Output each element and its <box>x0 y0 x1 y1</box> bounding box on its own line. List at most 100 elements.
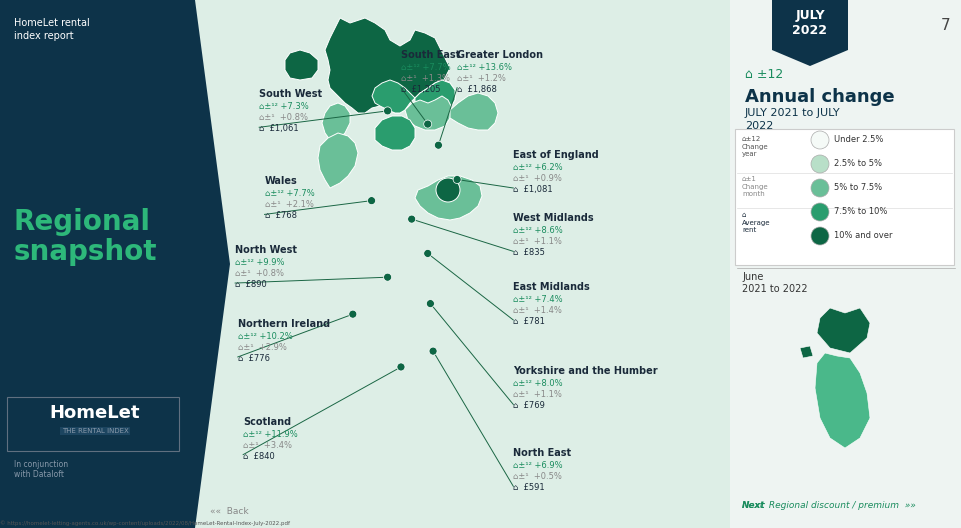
Text: Greater London: Greater London <box>456 50 543 60</box>
Text: In conjunction
with Dataloft: In conjunction with Dataloft <box>14 460 68 479</box>
Text: East of England: East of England <box>513 150 599 160</box>
Circle shape <box>423 120 431 128</box>
Text: JULY 2021 to JULY: JULY 2021 to JULY <box>744 108 840 118</box>
Text: South East: South East <box>401 50 459 60</box>
Text: June
2021 to 2022: June 2021 to 2022 <box>741 272 807 295</box>
Text: ⌂±¹² +7.3%: ⌂±¹² +7.3% <box>259 102 308 111</box>
Text: Wales: Wales <box>264 176 297 186</box>
Text: ⌂  £835: ⌂ £835 <box>513 248 545 257</box>
Text: 2.5% to 5%: 2.5% to 5% <box>833 159 881 168</box>
Polygon shape <box>322 103 350 140</box>
Text: ⌂  £1,868: ⌂ £1,868 <box>456 84 497 93</box>
Text: HomeLet rental
index report: HomeLet rental index report <box>14 18 89 41</box>
Text: ⌂±¹² +10.2%: ⌂±¹² +10.2% <box>237 332 292 341</box>
Text: ⌂±¹² +6.9%: ⌂±¹² +6.9% <box>513 461 562 470</box>
Text: ⌂±¹  +1.3%: ⌂±¹ +1.3% <box>401 74 450 83</box>
Text: ⌂  £1,061: ⌂ £1,061 <box>259 124 299 133</box>
Text: Next  Regional discount / premium  »»: Next Regional discount / premium »» <box>741 501 915 510</box>
Text: Regional
snapshot: Regional snapshot <box>14 208 158 266</box>
Text: Annual change: Annual change <box>744 88 894 106</box>
FancyBboxPatch shape <box>7 397 179 451</box>
Text: ⌂±¹² +7.7%: ⌂±¹² +7.7% <box>264 190 314 199</box>
Text: ⌂±¹² +8.6%: ⌂±¹² +8.6% <box>513 227 562 235</box>
Text: ⌂±¹² +7.4%: ⌂±¹² +7.4% <box>513 295 562 304</box>
Text: 7: 7 <box>940 18 949 33</box>
Circle shape <box>349 310 357 318</box>
Circle shape <box>426 299 434 308</box>
Polygon shape <box>0 0 230 528</box>
Polygon shape <box>372 80 414 113</box>
Text: Next: Next <box>741 501 765 510</box>
Text: South West: South West <box>259 89 322 99</box>
Text: ⌂±¹² +9.9%: ⌂±¹² +9.9% <box>234 258 284 267</box>
Text: ⌂  £591: ⌂ £591 <box>513 483 544 492</box>
Text: ⌂±¹  +0.8%: ⌂±¹ +0.8% <box>259 114 308 122</box>
Circle shape <box>453 175 460 184</box>
Polygon shape <box>816 308 869 353</box>
Text: JULY
2022: JULY 2022 <box>792 9 826 37</box>
Text: West Midlands: West Midlands <box>513 213 593 223</box>
Text: ⌂±12
Change
year: ⌂±12 Change year <box>741 136 768 157</box>
Text: East Midlands: East Midlands <box>513 282 589 292</box>
Circle shape <box>423 249 431 258</box>
Polygon shape <box>800 346 812 358</box>
Text: ⌂
Average
rent: ⌂ Average rent <box>741 212 770 233</box>
Text: ⌂  £776: ⌂ £776 <box>237 354 269 363</box>
Text: THE RENTAL INDEX: THE RENTAL INDEX <box>62 428 128 434</box>
Circle shape <box>810 131 828 149</box>
Circle shape <box>435 178 459 202</box>
Circle shape <box>397 363 405 371</box>
Polygon shape <box>729 0 961 528</box>
Text: ⌂ ±12: ⌂ ±12 <box>744 68 782 81</box>
Text: ⌂±¹  +1.1%: ⌂±¹ +1.1% <box>513 238 561 247</box>
Polygon shape <box>414 80 455 128</box>
Text: © https://homelet-letting-agents.co.uk/wp-content/uploads/2022/08/HomeLet-Rental: © https://homelet-letting-agents.co.uk/w… <box>0 521 289 526</box>
Text: ⌂±¹  +1.1%: ⌂±¹ +1.1% <box>513 391 561 400</box>
Text: ⌂±¹  +0.5%: ⌂±¹ +0.5% <box>513 473 561 482</box>
Polygon shape <box>325 18 450 113</box>
Circle shape <box>407 215 415 223</box>
Text: ⌂±¹² +6.2%: ⌂±¹² +6.2% <box>513 163 562 172</box>
Text: North East: North East <box>513 448 571 458</box>
Text: ⌂±¹  +3.4%: ⌂±¹ +3.4% <box>243 441 292 450</box>
Text: ⌂±1
Change
month: ⌂±1 Change month <box>741 176 768 197</box>
Text: ⌂±¹  +1.2%: ⌂±¹ +1.2% <box>456 74 505 83</box>
Text: ⌂±¹  +0.9%: ⌂±¹ +0.9% <box>513 174 561 183</box>
Circle shape <box>434 141 442 149</box>
Text: 5% to 7.5%: 5% to 7.5% <box>833 184 881 193</box>
Text: North West: North West <box>234 245 297 255</box>
Text: ⌂  £1,205: ⌂ £1,205 <box>401 84 440 93</box>
Text: ⌂  £1,081: ⌂ £1,081 <box>513 185 553 194</box>
Polygon shape <box>284 50 318 80</box>
Polygon shape <box>375 116 414 150</box>
Text: ⌂±¹  +2.9%: ⌂±¹ +2.9% <box>237 343 286 352</box>
FancyBboxPatch shape <box>734 129 953 265</box>
Circle shape <box>810 179 828 197</box>
Text: ⌂  £890: ⌂ £890 <box>234 280 266 289</box>
Text: Yorkshire and the Humber: Yorkshire and the Humber <box>513 366 657 376</box>
Polygon shape <box>814 353 869 448</box>
Text: ⌂±¹² +8.0%: ⌂±¹² +8.0% <box>513 380 562 389</box>
Text: Under 2.5%: Under 2.5% <box>833 136 882 145</box>
Circle shape <box>367 196 375 205</box>
Polygon shape <box>318 133 357 188</box>
Text: ⌂±¹² +7.7%: ⌂±¹² +7.7% <box>401 63 451 72</box>
Text: ⌂±¹  +2.1%: ⌂±¹ +2.1% <box>264 201 313 210</box>
Circle shape <box>810 227 828 245</box>
Text: 2022: 2022 <box>744 121 773 131</box>
Text: HomeLet: HomeLet <box>50 404 140 422</box>
Circle shape <box>383 273 391 281</box>
Text: 10% and over: 10% and over <box>833 231 892 240</box>
Circle shape <box>810 203 828 221</box>
Text: ⌂±¹² +13.6%: ⌂±¹² +13.6% <box>456 63 511 72</box>
Polygon shape <box>405 96 452 130</box>
Polygon shape <box>414 176 481 220</box>
Polygon shape <box>771 0 847 66</box>
Text: ««  Back: «« Back <box>209 507 248 516</box>
Text: ⌂±¹  +1.4%: ⌂±¹ +1.4% <box>513 306 561 315</box>
Text: ⌂  £768: ⌂ £768 <box>264 211 296 220</box>
Polygon shape <box>450 93 498 130</box>
Circle shape <box>383 107 391 115</box>
Text: ⌂  £840: ⌂ £840 <box>243 451 275 460</box>
Circle shape <box>429 347 436 355</box>
